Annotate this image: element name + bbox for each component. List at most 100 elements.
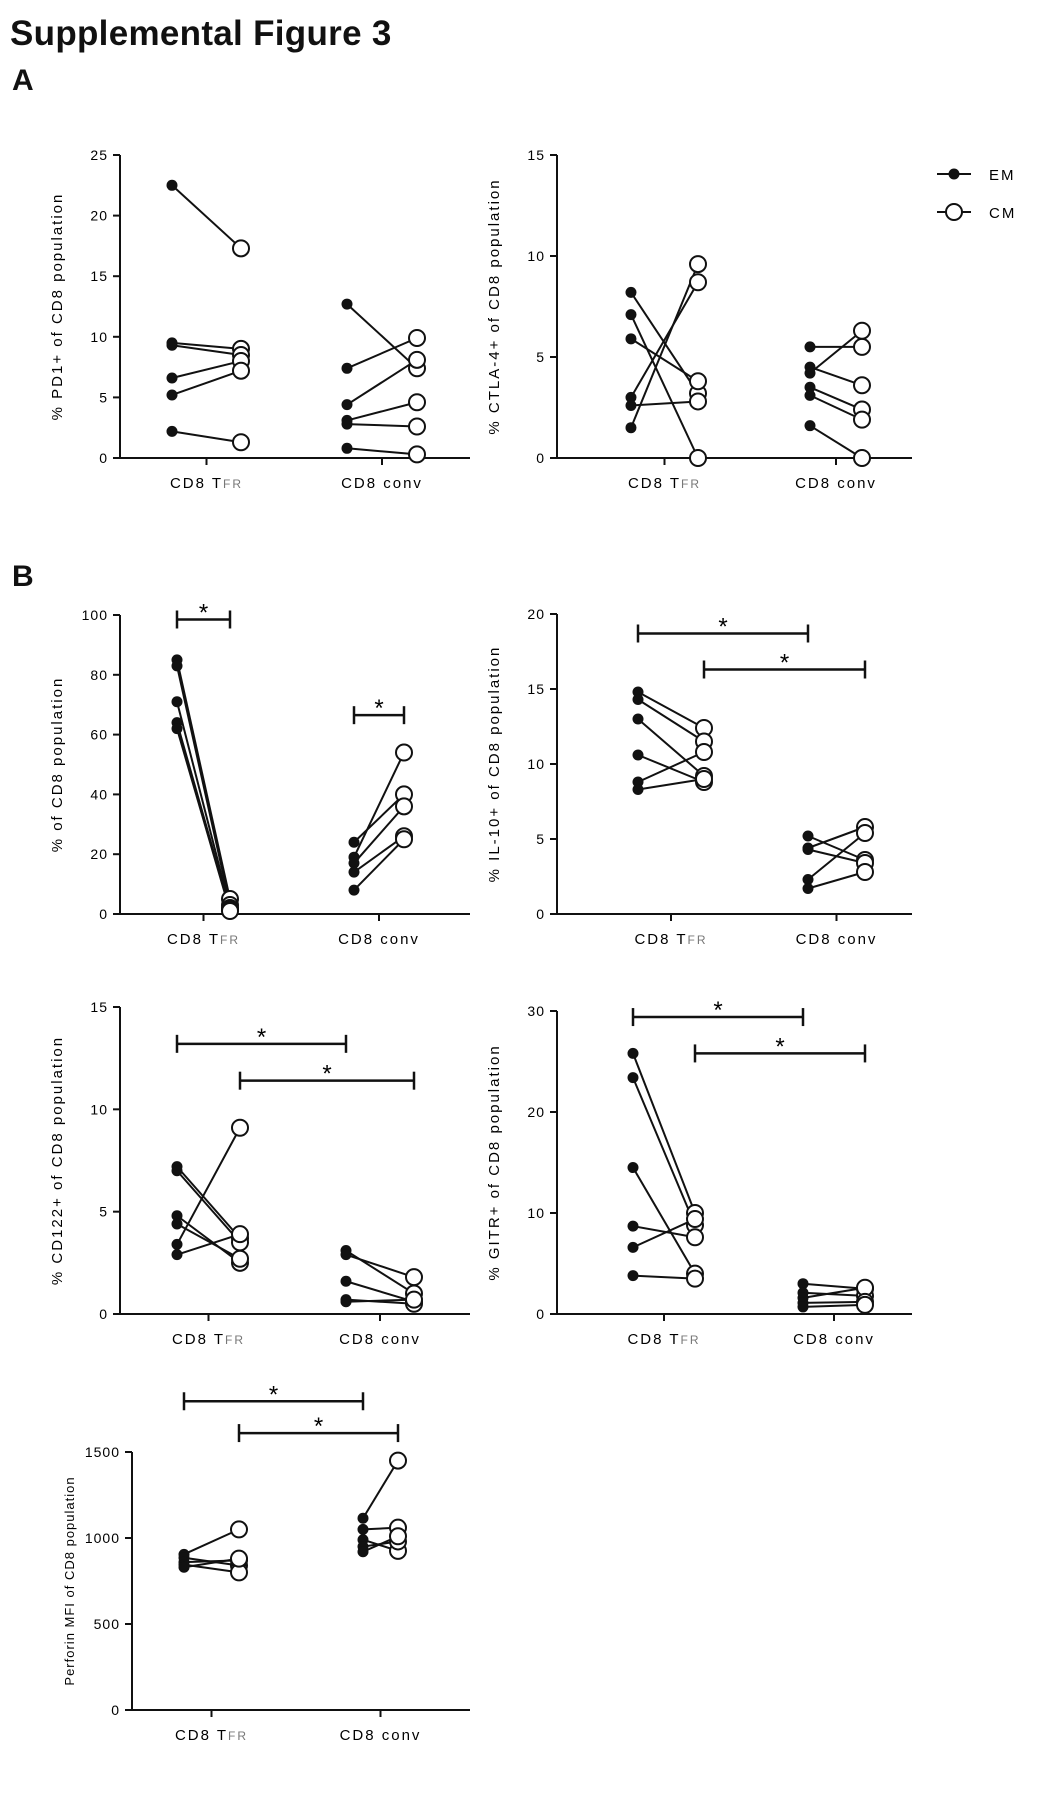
- cm-point: [686, 1210, 704, 1229]
- legend-cm-label: CM: [989, 205, 1016, 222]
- significance-star: *: [713, 997, 722, 1024]
- pair-line: [346, 337, 418, 370]
- pair-line: [176, 1165, 241, 1239]
- cm-point: [853, 410, 871, 429]
- pair-line: [632, 1225, 696, 1239]
- em-point: [625, 333, 637, 345]
- em-point: [627, 1072, 639, 1084]
- em-point: [625, 399, 637, 411]
- pair-line: [176, 1214, 241, 1264]
- cm-point: [405, 1290, 423, 1309]
- y-tick-label: 60: [90, 727, 108, 743]
- pair-line: [632, 1218, 696, 1249]
- em-point: [171, 660, 183, 672]
- em-point: [632, 749, 644, 761]
- significance-star: *: [257, 1024, 266, 1051]
- charts: 0 5 10 15 20 25 CD8 TFR CD8 conv % PD1+ of CD8 p…: [49, 147, 912, 1744]
- x-category-label: CD8 TFR: [170, 475, 243, 492]
- cm-point: [853, 376, 871, 395]
- pair-line: [176, 1127, 241, 1245]
- em-point: [341, 362, 353, 374]
- x-category-label: CD8 conv: [795, 475, 877, 492]
- pair-line: [345, 1298, 415, 1305]
- y-tick-label: 10: [90, 1101, 108, 1117]
- em-point: [632, 784, 644, 795]
- em-point: [166, 339, 178, 351]
- legend: EM CM: [937, 167, 1016, 222]
- cm-point: [408, 445, 426, 464]
- significance-star: *: [269, 1381, 278, 1408]
- em-point: [625, 286, 637, 298]
- em-point: [797, 1278, 809, 1290]
- cm-point: [695, 770, 713, 788]
- cm-point: [856, 1295, 874, 1314]
- em-point: [171, 1238, 183, 1250]
- pair-line: [353, 838, 405, 891]
- em-point: [627, 1241, 639, 1253]
- em-point: [341, 418, 353, 430]
- y-axis-label: % GITR+ of CD8 population: [486, 1044, 503, 1280]
- cm-point: [405, 1268, 423, 1287]
- y-axis-label: % PD1+ of CD8 population: [49, 193, 66, 421]
- cm-point: [686, 1228, 704, 1247]
- y-tick-label: 15: [90, 268, 108, 284]
- em-point: [625, 309, 637, 321]
- pair-line: [630, 281, 699, 398]
- em-point: [627, 1047, 639, 1059]
- y-tick-label: 0: [99, 1306, 108, 1322]
- cm-point: [395, 830, 413, 849]
- cm-point: [231, 1225, 249, 1244]
- pair-line: [630, 337, 699, 383]
- cm-point: [689, 392, 707, 411]
- pair-line: [632, 1077, 696, 1226]
- pair-line: [346, 423, 418, 428]
- panel-label-a: A: [12, 64, 34, 97]
- pair-line: [345, 1298, 415, 1303]
- pair-line: [176, 659, 231, 900]
- cm-point: [856, 824, 874, 842]
- pair-line: [346, 447, 418, 456]
- pair-line: [176, 1170, 241, 1244]
- em-point: [171, 723, 183, 735]
- cm-point: [689, 449, 707, 467]
- x-category-label: CD8 TFR: [627, 1331, 700, 1348]
- em-point: [171, 696, 183, 708]
- pair-line: [346, 358, 418, 406]
- x-category-label: CD8 TFR: [167, 931, 240, 948]
- pair-line: [637, 751, 705, 783]
- x-category-label: CD8 conv: [339, 1331, 421, 1348]
- significance-star: *: [322, 1061, 331, 1088]
- cm-point: [695, 743, 713, 761]
- y-tick-label: 15: [90, 999, 108, 1015]
- pair-line: [171, 369, 242, 396]
- em-point: [804, 367, 816, 379]
- chart-1: 0 5 10 15 20 25 CD8 TFR CD8 conv % PD1+ of CD8 p…: [49, 147, 470, 492]
- y-tick-label: 5: [99, 389, 108, 405]
- pair-line: [637, 778, 705, 791]
- y-tick-label: 500: [94, 1616, 120, 1632]
- y-tick-label: 20: [90, 846, 108, 862]
- em-point: [802, 874, 814, 885]
- pair-line: [802, 1303, 866, 1308]
- cm-point: [408, 350, 426, 369]
- cm-point: [232, 361, 250, 380]
- em-point: [340, 1296, 352, 1308]
- y-tick-label: 80: [90, 667, 108, 683]
- em-point: [171, 1218, 183, 1230]
- y-tick-label: 20: [90, 208, 108, 224]
- pair-line: [809, 424, 863, 459]
- cm-point: [232, 433, 250, 452]
- em-point: [340, 1249, 352, 1261]
- em-point: [340, 1275, 352, 1287]
- y-tick-label: 0: [99, 906, 108, 922]
- pair-line: [346, 303, 418, 370]
- y-tick-label: 20: [527, 1104, 545, 1120]
- pair-line: [176, 1233, 241, 1256]
- significance-star: *: [718, 614, 727, 641]
- pair-line: [637, 754, 705, 783]
- pair-line: [346, 401, 418, 422]
- pair-line: [171, 344, 242, 356]
- cm-point: [856, 863, 874, 881]
- cm-point: [686, 1269, 704, 1288]
